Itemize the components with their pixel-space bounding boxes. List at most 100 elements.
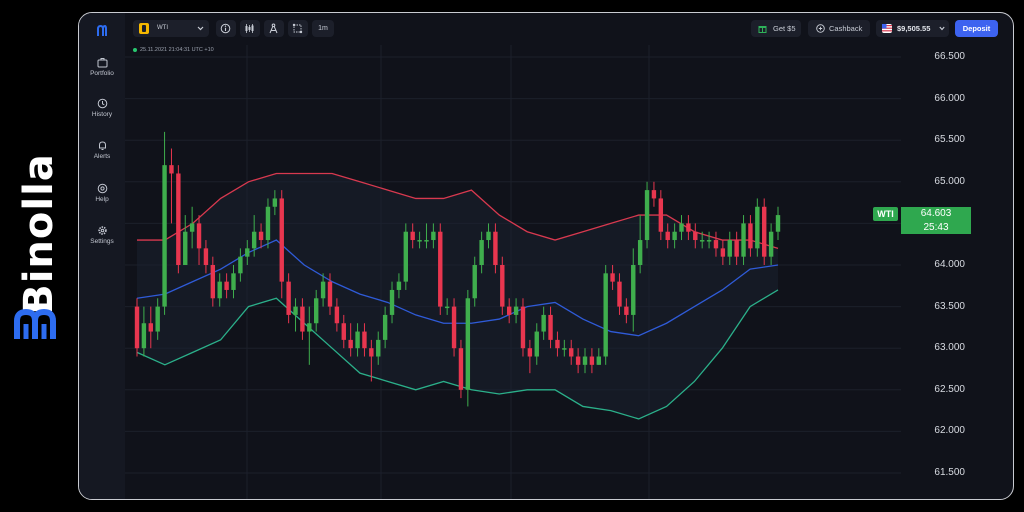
candle-body [679, 223, 684, 232]
current-price-label: 64.603 [901, 207, 971, 221]
candle-body [451, 306, 457, 349]
candle-body [548, 314, 553, 340]
candle-body [775, 215, 781, 232]
candle-body [431, 231, 436, 241]
drawing-tools-icon [292, 23, 303, 34]
candle-body [245, 248, 250, 257]
candle-body [575, 356, 581, 365]
candle-body [424, 240, 429, 242]
candle-body [369, 348, 374, 357]
compass-icon [269, 23, 278, 34]
balance-selector[interactable]: $9,505.55 [876, 20, 949, 37]
price-chart[interactable]: 25.11.2021 21:04:31 UTC +10 66.500 66.000… [125, 45, 1013, 499]
candle-body [176, 173, 181, 265]
timeframe-button[interactable]: 1m [312, 20, 334, 37]
brand-wordmark: Binolla [16, 153, 62, 315]
balance-amount: $9,505.55 [897, 24, 931, 33]
candle-body [479, 240, 484, 265]
drawing-tools-button[interactable] [288, 20, 308, 37]
candle-body [410, 231, 415, 241]
chart-info-line: 25.11.2021 21:04:31 UTC +10 [133, 47, 214, 53]
lower-band-line [136, 289, 779, 420]
asset-selector[interactable]: WTI [133, 20, 209, 37]
candle-body [224, 281, 229, 290]
candle-body [720, 248, 726, 257]
app-logo-icon [97, 25, 107, 36]
chart-type-button[interactable] [240, 20, 260, 37]
sidebar-item-label: Settings [90, 238, 114, 245]
bonus-button[interactable]: Get $5 [751, 20, 801, 37]
chart-canvas [125, 45, 901, 499]
candle-body [286, 281, 291, 315]
candle-body [617, 281, 622, 307]
chart-info-text: 25.11.2021 21:04:31 UTC +10 [140, 47, 214, 53]
chevron-down-icon [197, 26, 204, 31]
live-indicator [133, 47, 137, 52]
candle-body [169, 165, 174, 174]
candle-body [555, 339, 560, 349]
candle-body [748, 223, 753, 249]
candle-body [706, 240, 712, 242]
candle-body [665, 231, 670, 241]
candle-body [307, 323, 312, 332]
candle-body [251, 231, 257, 249]
cashback-icon [816, 24, 825, 33]
candle-body [217, 281, 222, 299]
gift-icon [758, 26, 767, 33]
candle-body [465, 298, 471, 390]
settings-icon [97, 226, 107, 235]
candle-body [520, 306, 526, 349]
candle-body [162, 165, 167, 307]
sidebar-item-alerts[interactable]: Alerts [79, 140, 125, 160]
candle-body [472, 265, 477, 299]
candle-body [403, 231, 409, 282]
candle-body [327, 281, 333, 307]
candle-body [148, 323, 153, 332]
us-flag-icon [882, 24, 892, 33]
candlestick-icon [245, 24, 254, 33]
candle-body [141, 323, 147, 349]
candle-body [134, 306, 140, 349]
info-icon [220, 23, 231, 34]
help-icon [97, 183, 107, 194]
info-button[interactable] [216, 20, 236, 37]
candle-body [527, 348, 533, 357]
candle-body [258, 231, 264, 241]
candle-body [693, 231, 698, 241]
candle-body [417, 240, 422, 242]
candle-body [458, 348, 464, 390]
candle-body [562, 348, 567, 350]
candle-body [500, 265, 505, 307]
sidebar-item-portfolio[interactable]: Portfolio [79, 57, 125, 77]
candle-body [762, 206, 767, 257]
sidebar-item-label: History [91, 111, 113, 118]
candle-body [727, 240, 732, 257]
indicators-button[interactable] [264, 20, 284, 37]
candle-body [314, 298, 319, 324]
candle-body [713, 240, 719, 249]
portfolio-icon [97, 58, 107, 68]
candle-body [382, 314, 388, 340]
candle-body [272, 198, 278, 207]
deposit-button[interactable]: Deposit [955, 20, 998, 37]
sidebar-item-help[interactable]: Help [79, 183, 125, 203]
candle-body [396, 281, 402, 290]
candle-body [651, 190, 657, 199]
candle-body [438, 231, 443, 307]
candle-body [203, 248, 209, 265]
price-axis-label: 62.000 [934, 425, 965, 437]
candle-body [334, 306, 340, 324]
candle-body [341, 323, 346, 340]
sidebar-item-history[interactable]: History [79, 98, 125, 118]
history-icon [97, 98, 107, 109]
candle-body [768, 231, 774, 257]
upper-band-line [137, 172, 779, 249]
candle-body [658, 198, 664, 232]
asset-name: WTI [157, 25, 168, 31]
cashback-button[interactable]: Cashback [808, 20, 870, 37]
sidebar-item-settings[interactable]: Settings [79, 225, 125, 245]
candle-body [238, 256, 243, 274]
candle-body [320, 281, 326, 299]
sidebar-item-label: Alerts [93, 153, 111, 160]
bonus-label: Get $5 [773, 24, 796, 33]
